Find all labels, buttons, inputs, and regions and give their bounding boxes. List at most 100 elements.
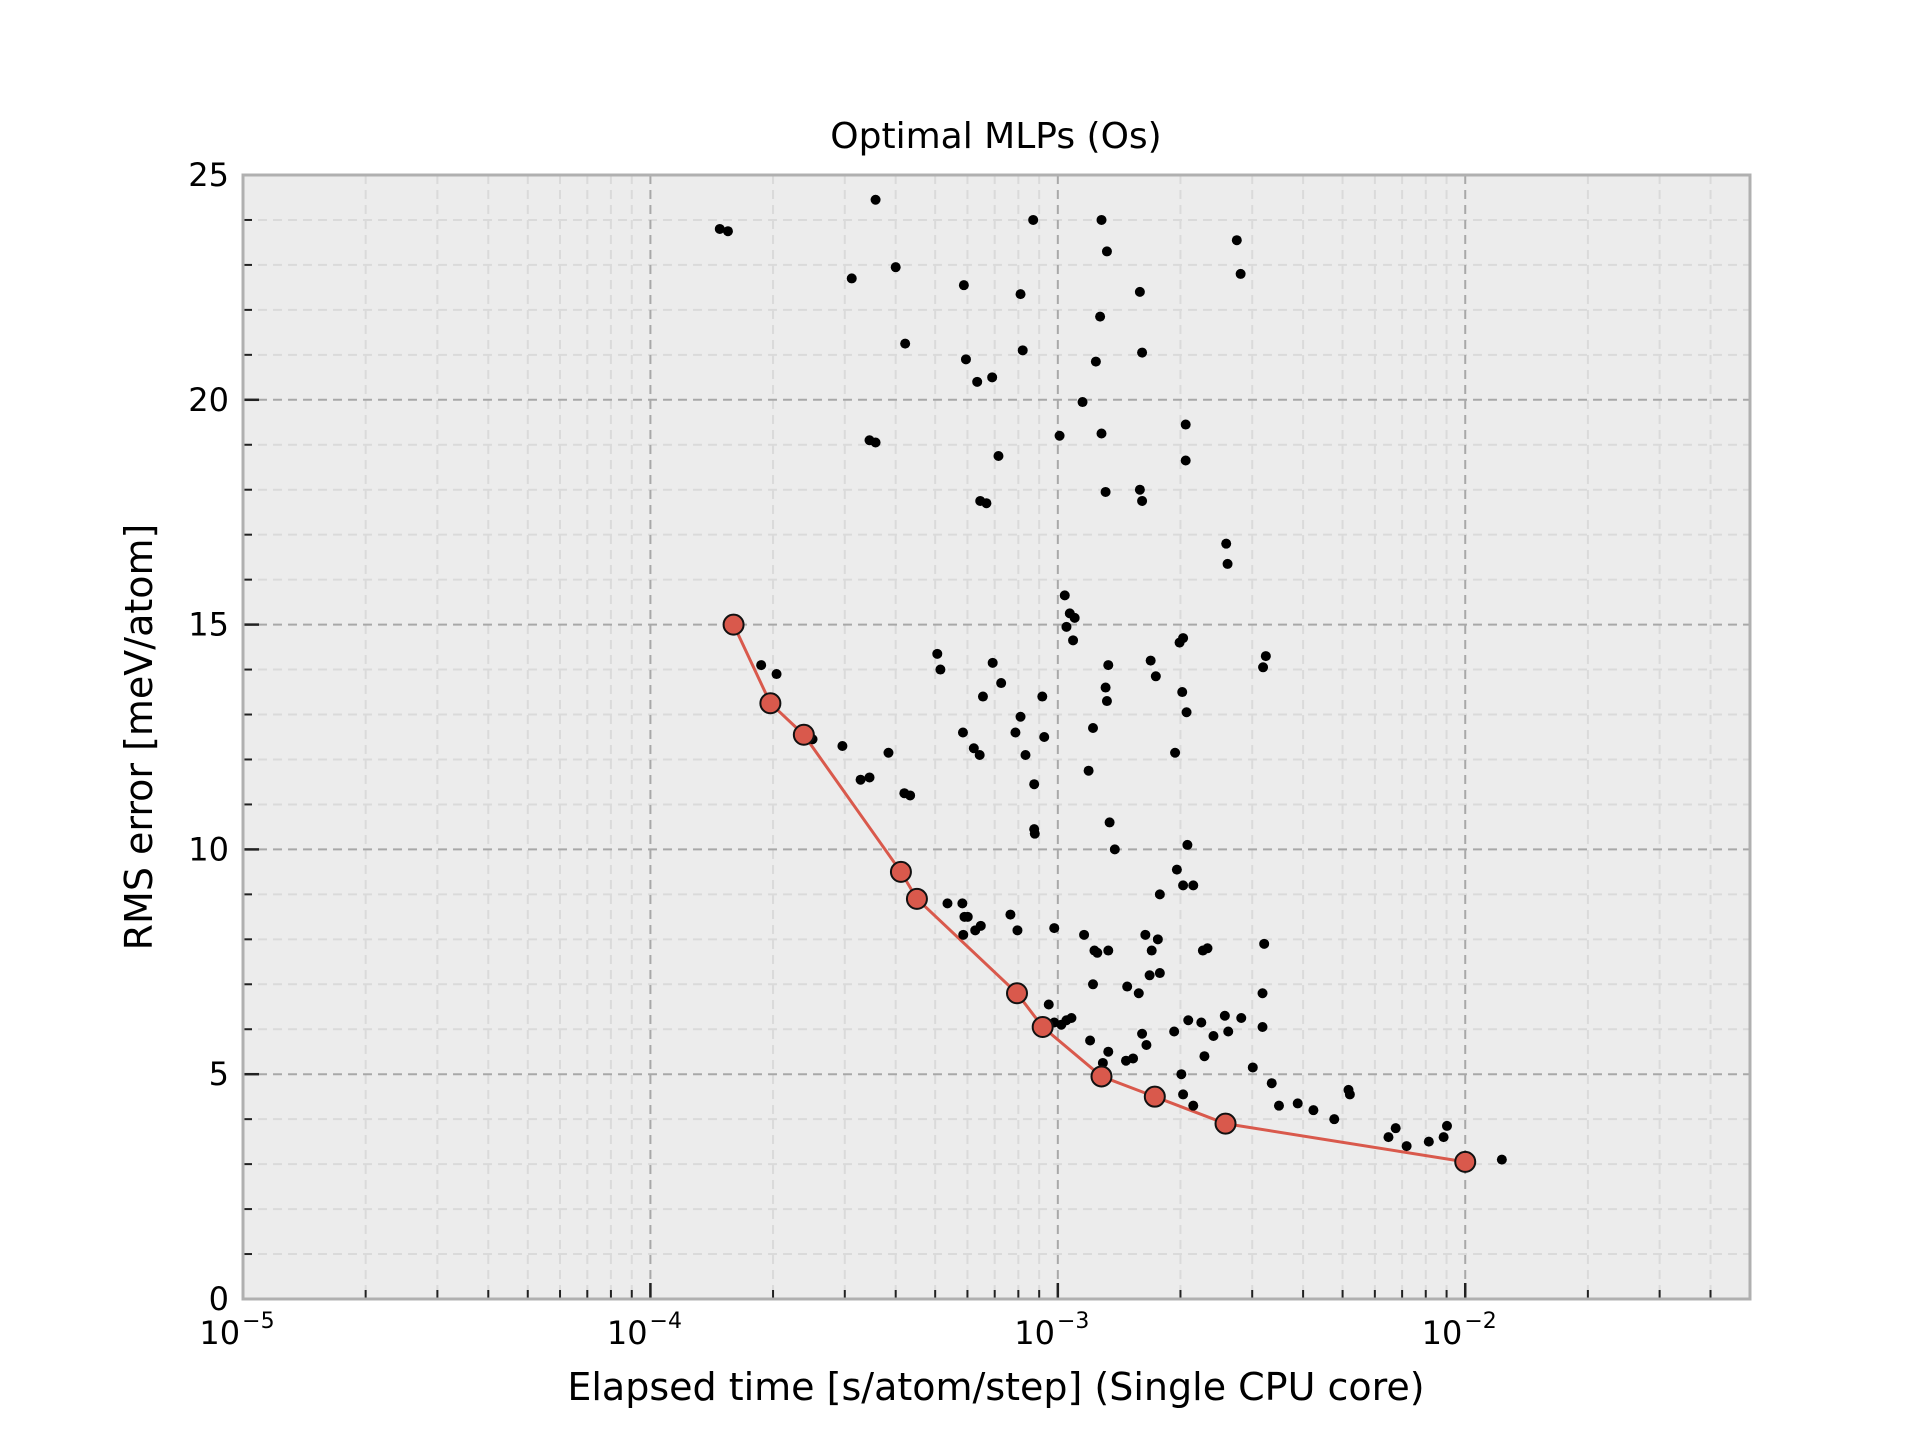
pareto-point [1090,1065,1113,1088]
data-point [1223,1026,1234,1037]
data-point [1182,839,1193,850]
data-point [968,743,979,754]
data-point [957,898,968,909]
pareto-point [1454,1150,1477,1173]
data-point [1181,707,1192,718]
y-tick-label: 10 [188,830,229,868]
data-point [1258,662,1269,673]
data-point [1103,945,1114,956]
data-point [1090,356,1101,367]
data-point [1423,1136,1434,1147]
data-point [1178,880,1189,891]
data-point [1037,691,1048,702]
y-tick-label: 5 [209,1055,229,1093]
data-point [1343,1084,1354,1095]
x-axis-label: Elapsed time [s/atom/step] (Single CPU c… [567,1365,1424,1409]
data-point [1180,419,1191,430]
y-tick-label: 15 [188,606,229,644]
pareto-point [792,723,815,746]
data-point [1068,635,1079,646]
data-point [1266,1078,1277,1089]
data-point [1069,612,1080,623]
data-point [1188,880,1199,891]
data-point [1100,486,1111,497]
data-point [1308,1105,1319,1116]
pareto-point [1031,1015,1054,1038]
data-point [722,226,733,237]
data-point [1029,779,1040,790]
data-point [987,372,998,383]
data-point [935,664,946,675]
data-point [1329,1114,1340,1125]
data-point [1176,1069,1187,1080]
data-point [957,727,968,738]
data-point [1134,286,1145,297]
data-point [1077,397,1088,408]
data-point [1146,945,1157,956]
data-point [977,691,988,702]
data-point [1154,889,1165,900]
data-point [1103,1046,1114,1057]
data-point [1273,1100,1284,1111]
data-point [1101,696,1112,707]
data-point [1039,732,1050,742]
data-point [1390,1123,1401,1134]
pareto-point [1006,982,1029,1005]
data-point [1141,1039,1152,1050]
plot-frame [241,173,1752,1301]
minor-grid [243,175,1751,1299]
data-point [942,898,953,909]
data-point [1140,929,1151,940]
data-point [1028,214,1039,225]
data-point [1137,495,1148,506]
data-point [1134,484,1145,495]
x-tick-label: 10−2 [1422,1309,1497,1352]
data-point [974,749,985,760]
data-point [960,354,971,365]
data-point [1133,988,1144,999]
data-point [1054,430,1065,441]
data-point [1169,1026,1180,1037]
major-grid [243,175,1750,1299]
data-point [1096,214,1107,225]
data-point [1029,828,1040,839]
data-point [1137,347,1148,358]
data-point [1154,968,1165,979]
data-point [1043,999,1054,1010]
data-point [972,376,983,387]
data-point [905,790,916,801]
y-axis-label: RMS error [meV/atom] [117,524,161,951]
data-point [1219,1010,1230,1021]
data-point [1221,538,1232,549]
data-point [1079,929,1090,940]
data-point [1015,289,1026,300]
data-point [1152,934,1163,945]
data-point [1202,943,1213,954]
data-point [932,648,943,659]
data-point [1235,268,1246,279]
pareto-points [722,613,1477,1173]
data-point [837,740,848,751]
data-point [870,194,881,205]
x-tick-label: 10−4 [607,1309,682,1352]
data-point [993,451,1004,461]
data-point [1128,1053,1139,1064]
data-point [1144,970,1155,981]
data-point [962,911,973,922]
data-point [1061,621,1072,632]
data-point [1247,1062,1258,1073]
plot-background [243,175,1750,1299]
data-point [1020,749,1031,760]
data-point [1257,1021,1268,1032]
data-point [1066,1013,1077,1023]
chart-title: Optimal MLPs (Os) [830,116,1161,157]
data-point [1150,671,1161,682]
data-point [771,669,782,680]
data-point [1257,988,1268,999]
scatter-points [714,194,1507,1165]
data-point [1017,345,1028,356]
data-point [1199,1051,1210,1062]
data-point [1096,428,1107,439]
